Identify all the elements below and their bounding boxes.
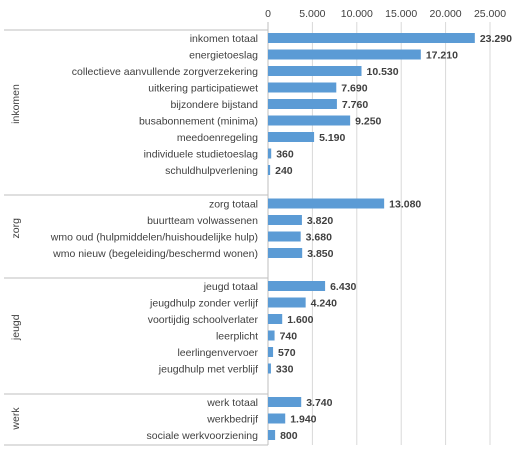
value-label: 6.430 <box>330 281 356 293</box>
category-label: sociale werkvoorziening <box>147 430 259 442</box>
category-label: leerplicht <box>216 330 258 342</box>
value-label: 13.080 <box>389 198 421 210</box>
group-label: jeugd <box>10 314 22 341</box>
bar <box>268 49 421 60</box>
value-label: 23.290 <box>480 33 512 45</box>
value-label: 330 <box>276 363 294 375</box>
bar <box>268 248 303 258</box>
value-label: 3.740 <box>306 397 332 409</box>
category-label: voortijdig schoolverlater <box>148 314 259 326</box>
bar <box>268 330 275 341</box>
category-label: jeugd totaal <box>203 281 258 293</box>
x-tick-label: 15.000 <box>385 8 417 20</box>
category-label: meedoenregeling <box>177 132 258 144</box>
category-label: schuldhulpverlening <box>165 165 258 177</box>
group-label: inkomen <box>10 84 22 124</box>
bar <box>268 215 302 225</box>
group-label: werk <box>10 407 22 431</box>
value-label: 5.190 <box>319 132 345 144</box>
bar <box>268 66 362 76</box>
group-label: zorg <box>10 218 22 239</box>
bar <box>268 297 306 308</box>
bar <box>268 132 315 142</box>
category-label: wmo oud (hulpmiddelen/huishoudelijke hul… <box>50 231 258 243</box>
value-label: 240 <box>275 165 293 177</box>
value-label: 570 <box>278 347 296 359</box>
category-labels: inkomen totaal energietoeslag collectieve … <box>50 33 259 442</box>
bar <box>268 347 274 357</box>
group-labels: inkomen zorg jeugd werk <box>10 84 22 431</box>
category-label: jeugdhulp zonder verlijf <box>149 297 258 309</box>
bar <box>268 99 337 109</box>
bar <box>268 115 351 126</box>
bar <box>268 198 385 209</box>
value-label: 10.530 <box>367 66 399 78</box>
category-label: collectieve aanvullende zorgverzekering <box>72 66 258 78</box>
bar <box>268 314 283 324</box>
group-separators <box>4 29 268 446</box>
bar <box>268 363 271 374</box>
bar <box>268 82 337 93</box>
value-label: 740 <box>280 330 298 342</box>
category-label: werkbedrijf <box>206 413 258 425</box>
category-label: leerlingenvervoer <box>177 347 258 359</box>
value-label: 7.690 <box>341 82 367 94</box>
bar <box>268 430 276 440</box>
category-label: inkomen totaal <box>190 33 258 45</box>
category-label: individuele studietoeslag <box>144 148 259 160</box>
bars <box>268 33 475 440</box>
category-label: busabonnement (minima) <box>139 115 258 127</box>
bar <box>268 148 272 159</box>
bar <box>268 413 286 424</box>
category-label: zorg totaal <box>209 198 258 210</box>
category-label: uitkering participatiewet <box>148 82 258 94</box>
category-label: werk totaal <box>206 397 258 409</box>
bar <box>268 397 302 407</box>
category-label: jeugdhulp met verblijf <box>158 363 258 375</box>
x-tick-label: 10.000 <box>341 8 373 20</box>
value-label: 4.240 <box>311 297 337 309</box>
bar <box>268 281 326 291</box>
bar <box>268 165 271 175</box>
x-tick-label: 5.000 <box>299 8 325 20</box>
bar <box>268 231 301 242</box>
value-label: 1.940 <box>290 413 316 425</box>
category-label: buurtteam volwassenen <box>147 215 258 227</box>
value-label: 7.760 <box>342 99 368 111</box>
x-tick-label: 25.000 <box>474 8 506 20</box>
value-label: 800 <box>280 430 298 442</box>
value-label: 3.680 <box>306 231 332 243</box>
value-label: 1.600 <box>287 314 313 326</box>
x-tick-label: 20.000 <box>430 8 462 20</box>
value-label: 3.850 <box>307 248 333 260</box>
value-label: 17.210 <box>426 49 458 61</box>
category-label: bijzondere bijstand <box>170 99 258 111</box>
x-axis-ticks: 0 5.000 10.000 15.000 20.000 25.000 <box>265 8 506 20</box>
x-tick-label: 0 <box>265 8 271 20</box>
value-label: 360 <box>276 148 294 160</box>
category-label: energietoeslag <box>189 49 258 61</box>
value-label: 3.820 <box>307 215 333 227</box>
category-label: wmo nieuw (begeleiding/beschermd wonen) <box>52 248 258 260</box>
bar <box>268 33 475 43</box>
value-label: 9.250 <box>355 115 381 127</box>
